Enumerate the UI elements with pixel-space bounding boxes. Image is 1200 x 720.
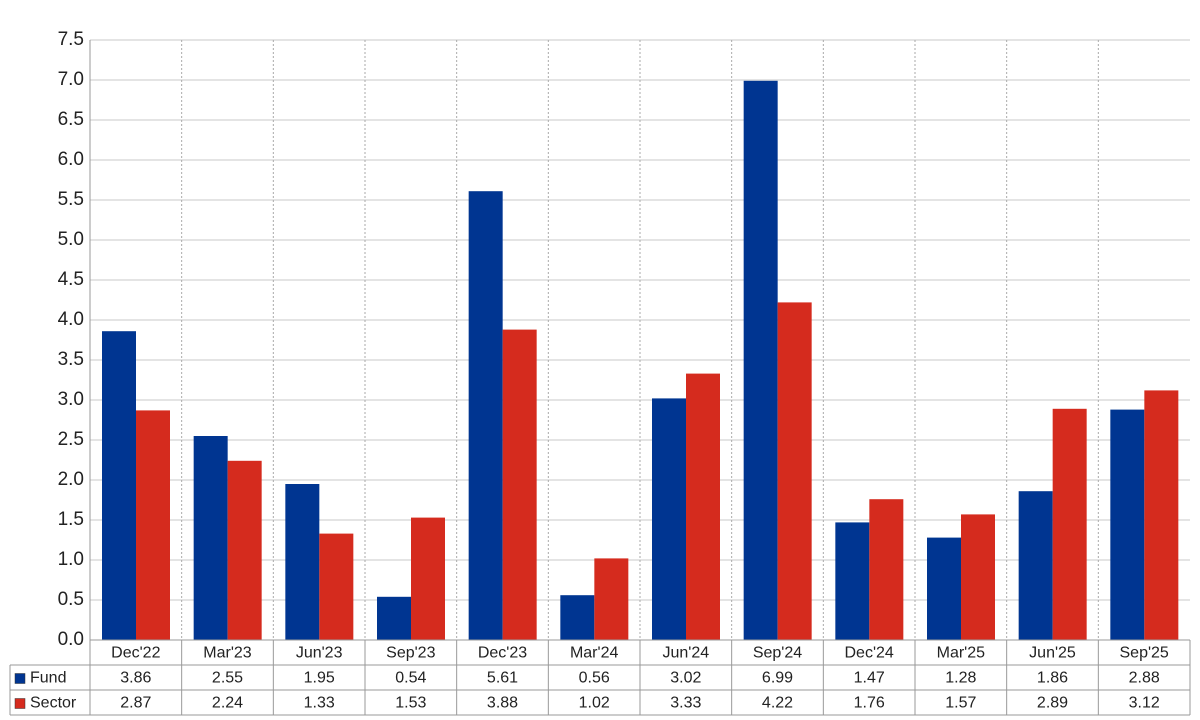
table-value: 2.87 bbox=[120, 695, 151, 712]
y-tick-label: 1.5 bbox=[58, 509, 84, 530]
bar bbox=[743, 80, 778, 641]
table-value: 5.61 bbox=[487, 670, 518, 687]
bar bbox=[411, 517, 445, 640]
bar bbox=[835, 522, 870, 640]
bar bbox=[377, 596, 411, 640]
table-value: 0.54 bbox=[395, 670, 426, 687]
bar bbox=[927, 537, 961, 640]
x-tick-label: Mar'25 bbox=[937, 645, 986, 662]
table-value: 1.53 bbox=[395, 695, 426, 712]
bar bbox=[777, 302, 812, 640]
y-tick-label: 0.0 bbox=[58, 629, 84, 650]
y-tick-label: 5.5 bbox=[58, 189, 84, 210]
table-value: 3.86 bbox=[120, 670, 151, 687]
bar bbox=[686, 373, 720, 640]
table-value: 3.33 bbox=[670, 695, 701, 712]
x-tick-label: Dec'24 bbox=[845, 645, 894, 662]
y-tick-label: 0.5 bbox=[58, 589, 84, 610]
x-tick-label: Dec'23 bbox=[478, 645, 527, 662]
table-value: 3.88 bbox=[487, 695, 518, 712]
y-tick-label: 3.0 bbox=[58, 389, 84, 410]
x-tick-label: Mar'23 bbox=[203, 645, 252, 662]
bar bbox=[102, 331, 136, 640]
bar bbox=[227, 460, 262, 640]
x-tick-label: Mar'24 bbox=[570, 645, 619, 662]
y-tick-label: 6.0 bbox=[58, 149, 84, 170]
bar bbox=[594, 558, 629, 640]
table-value: 2.89 bbox=[1037, 695, 1068, 712]
y-tick-label: 7.0 bbox=[58, 69, 84, 90]
bar bbox=[560, 595, 595, 640]
legend-swatch bbox=[14, 698, 26, 709]
table-value: 1.95 bbox=[304, 670, 335, 687]
table-value: 3.02 bbox=[670, 670, 701, 687]
table-value: 1.47 bbox=[854, 670, 885, 687]
bar bbox=[468, 191, 503, 640]
legend-label: Fund bbox=[30, 670, 66, 687]
bar bbox=[1018, 491, 1053, 640]
bar bbox=[285, 484, 320, 640]
y-tick-label: 3.5 bbox=[58, 349, 84, 370]
table-value: 3.12 bbox=[1129, 695, 1160, 712]
y-tick-label: 6.5 bbox=[58, 109, 84, 130]
table-value: 2.55 bbox=[212, 670, 243, 687]
table-value: 1.02 bbox=[579, 695, 610, 712]
x-tick-label: Sep'23 bbox=[386, 645, 435, 662]
bar bbox=[1052, 408, 1087, 640]
legend-label: Sector bbox=[30, 695, 77, 712]
table-value: 2.88 bbox=[1129, 670, 1160, 687]
y-tick-label: 4.0 bbox=[58, 309, 84, 330]
bar bbox=[1144, 390, 1179, 640]
table-value: 4.22 bbox=[762, 695, 793, 712]
y-tick-label: 4.5 bbox=[58, 269, 84, 290]
table-value: 0.56 bbox=[579, 670, 610, 687]
bar bbox=[319, 533, 354, 640]
table-value: 1.28 bbox=[945, 670, 976, 687]
table-value: 1.33 bbox=[304, 695, 335, 712]
x-tick-label: Sep'25 bbox=[1120, 645, 1169, 662]
table-value: 1.86 bbox=[1037, 670, 1068, 687]
x-tick-label: Jun'23 bbox=[296, 645, 343, 662]
bar bbox=[869, 499, 904, 640]
x-tick-label: Jun'24 bbox=[663, 645, 710, 662]
bar bbox=[961, 514, 995, 640]
bar bbox=[136, 410, 170, 640]
bar bbox=[652, 398, 686, 640]
x-tick-label: Sep'24 bbox=[753, 645, 802, 662]
bar bbox=[1110, 409, 1145, 640]
bar bbox=[193, 436, 228, 640]
table-value: 6.99 bbox=[762, 670, 793, 687]
table-value: 2.24 bbox=[212, 695, 243, 712]
y-tick-label: 2.0 bbox=[58, 469, 84, 490]
y-tick-label: 5.0 bbox=[58, 229, 84, 250]
y-tick-label: 2.5 bbox=[58, 429, 84, 450]
x-tick-label: Jun'25 bbox=[1029, 645, 1076, 662]
bar bbox=[502, 329, 537, 640]
legend-swatch bbox=[14, 673, 26, 684]
x-tick-label: Dec'22 bbox=[111, 645, 160, 662]
table-value: 1.76 bbox=[854, 695, 885, 712]
table-value: 1.57 bbox=[945, 695, 976, 712]
y-tick-label: 7.5 bbox=[58, 29, 84, 50]
y-tick-label: 1.0 bbox=[58, 549, 84, 570]
